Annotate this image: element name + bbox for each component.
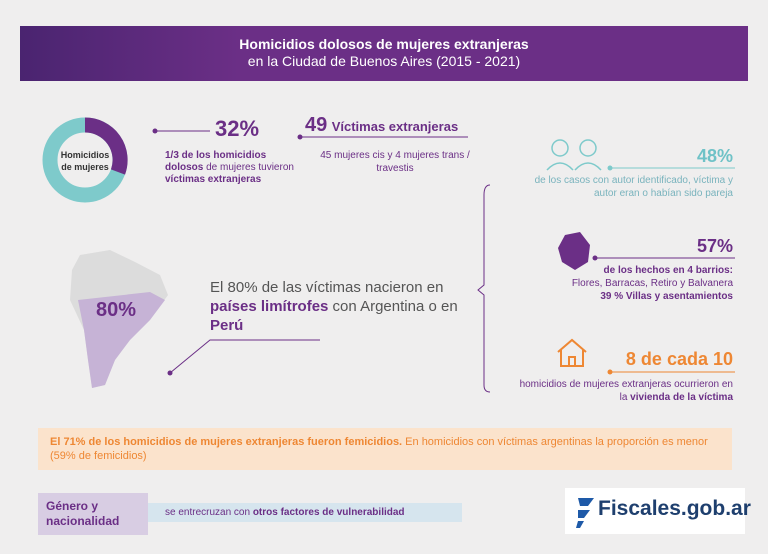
fact-value: 48% xyxy=(696,146,733,166)
footer-tag-box xyxy=(38,493,148,535)
dot xyxy=(607,165,613,171)
fact-text: de los casos con autor identificado, víc… xyxy=(534,175,733,199)
text-bold: de los hechos en 4 barrios: xyxy=(603,265,733,276)
header-band xyxy=(20,26,748,81)
donut-label: Homicidios de mujeres xyxy=(45,149,125,173)
text: con Argentina o en xyxy=(328,298,458,315)
text-bold: 1/3 de los homicidios dolosos xyxy=(165,150,267,173)
share-value: 32% xyxy=(215,116,260,141)
fact-text: homicidios de mujeres extranjeras ocurri… xyxy=(513,378,733,404)
label-line: Homicidios xyxy=(60,150,110,160)
text-bold: 39 % Villas y asentamientos xyxy=(600,291,733,302)
text-bold: Perú xyxy=(210,317,244,334)
header: Homicidios dolosos de mujeres extranjera… xyxy=(20,36,748,70)
fact-value: 57% xyxy=(696,236,733,256)
title: Homicidios dolosos de mujeres extranjera… xyxy=(239,36,529,52)
footer-tag: Género y nacionalidad xyxy=(46,499,120,528)
share-text: 1/3 de los homicidios dolosos de mujeres… xyxy=(165,150,295,186)
dot xyxy=(297,134,303,140)
connector xyxy=(169,339,320,374)
logo-box xyxy=(565,488,745,534)
victims-label: Víctimas extranjeras xyxy=(331,119,459,134)
house-icon xyxy=(557,338,587,367)
bracket xyxy=(477,184,491,393)
text-bold: víctimas extranjeras xyxy=(165,174,262,185)
banner-box xyxy=(38,428,732,470)
victims-heading: 49 Víctimas extranjeras xyxy=(305,114,458,137)
map-text: El 80% de las víctimas nacieron en paíse… xyxy=(210,278,480,335)
people-icon xyxy=(546,139,602,171)
dot xyxy=(167,370,173,376)
text-bold: países limítrofes xyxy=(210,298,329,315)
dot xyxy=(152,128,158,134)
fact-text: de los hechos en 4 barrios: Flores, Barra… xyxy=(513,264,733,303)
text: El 80% de las víctimas nacieron en xyxy=(210,279,444,296)
dot xyxy=(607,369,613,375)
footer-strip xyxy=(148,503,462,522)
victims-value: 49 xyxy=(305,114,328,136)
map-highlight xyxy=(78,292,165,388)
banner: El 71% de los homicidios de mujeres extr… xyxy=(50,435,725,463)
logo: Fiscales.gob.ar xyxy=(598,497,751,520)
text-bold: El 71% de los homicidios de mujeres extr… xyxy=(50,436,403,448)
map-value: 80% xyxy=(96,299,137,321)
logo-mark xyxy=(576,498,594,528)
text-bold: otros factores de vulnerabilidad xyxy=(252,507,405,518)
victims-text: 45 mujeres cis y 4 mujeres trans / trave… xyxy=(320,150,470,174)
fact-value: 8 de cada 10 xyxy=(625,349,733,369)
label-line: de mujeres xyxy=(61,162,109,172)
text: Flores, Barracas, Retiro y Balvanera xyxy=(571,278,733,289)
dot xyxy=(592,255,598,261)
subtitle: en la Ciudad de Buenos Aires (2015 - 202… xyxy=(247,53,521,69)
text: se entrecruzan con xyxy=(165,507,253,518)
donut-arc xyxy=(84,117,128,175)
text: En homicidios con víctimas argentinas la… xyxy=(50,436,708,462)
text-bold: vivienda de la víctima xyxy=(630,392,733,403)
footer-text: se entrecruzan con otros factores de vul… xyxy=(165,507,405,518)
text: homicidios de mujeres extranjeras ocurri… xyxy=(519,379,733,403)
city-icon xyxy=(558,232,590,270)
text: de mujeres tuvieron xyxy=(203,162,294,173)
